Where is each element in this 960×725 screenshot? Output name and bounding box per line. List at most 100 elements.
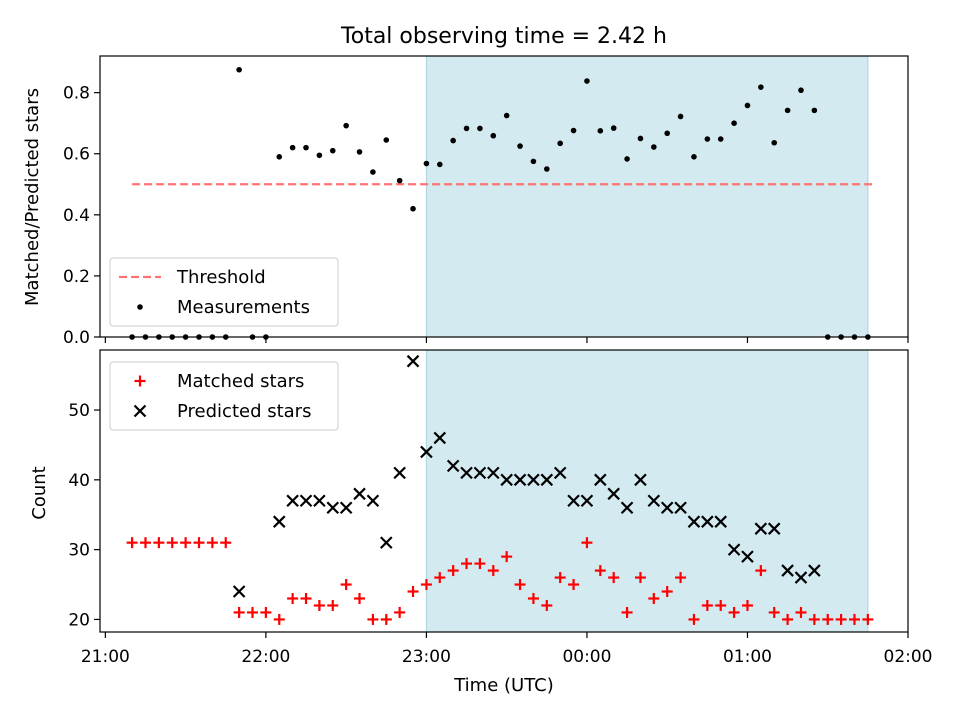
top-observing-window — [426, 56, 868, 337]
top-series-0-point — [651, 144, 657, 150]
top-series-0-point — [503, 112, 510, 119]
bottom-series-1-point — [727, 543, 741, 556]
bottom-series-0-point — [420, 579, 432, 591]
bottom-series-1-point — [580, 494, 594, 508]
bottom-series-0-point — [153, 537, 165, 549]
top-legend-box — [109, 257, 339, 327]
bottom-series-0-point — [139, 537, 151, 549]
bottom-series-1-point-b — [487, 466, 500, 480]
bottom-series-1-point — [299, 494, 313, 508]
top-series-0-point — [383, 137, 390, 143]
top-series-0-point — [798, 87, 804, 94]
bottom-series-1-point-b — [313, 494, 326, 508]
bottom-series-1-point-b — [567, 494, 580, 508]
top-series-0-point — [570, 127, 577, 134]
bottom-legend-label: Predicted stars — [177, 401, 311, 422]
top-series-0-point — [276, 153, 283, 160]
top-series-0-point — [691, 153, 697, 160]
bottom-series-0-point — [608, 572, 620, 584]
top-series-0-point — [610, 125, 617, 131]
bottom-series-0-point — [621, 606, 633, 618]
top-series-0-point — [343, 122, 349, 129]
bottom-series-1-point — [473, 466, 487, 480]
bottom-series-0-point — [594, 565, 606, 577]
bottom-series-1-point-b — [674, 501, 687, 515]
bottom-series-1-point — [808, 564, 821, 577]
top-series-0-point — [717, 136, 724, 142]
bottom-series-1-point — [286, 494, 299, 508]
bottom-series-1-point-b — [232, 585, 246, 598]
bottom-series-1-point — [620, 501, 634, 515]
top-series-0-point — [289, 144, 296, 151]
bottom-series-1-point — [674, 501, 687, 515]
bottom-series-1-point-b — [380, 536, 393, 549]
top-series-0-point — [597, 128, 604, 134]
bottom-series-1-point — [567, 494, 580, 508]
bottom-series-1-point — [393, 466, 406, 480]
bottom-series-0-point — [581, 537, 593, 549]
bottom-series-0-point — [768, 606, 780, 618]
bottom-series-0-point — [822, 613, 834, 625]
bottom-series-0-point — [835, 613, 847, 625]
top-series-0-point — [771, 139, 778, 146]
bottom-legend-box — [109, 361, 339, 431]
top-y-tick-label: 0.0 — [63, 328, 90, 348]
bottom-series-1-point-b — [420, 445, 433, 459]
bottom-series-1-point — [701, 515, 714, 528]
bottom-series-0-point — [273, 613, 285, 625]
bottom-legend-label: Matched stars — [177, 371, 304, 392]
bottom-series-0-point — [260, 606, 272, 618]
x-tick-label: 01:00 — [723, 647, 772, 667]
x-tick-label: 02:00 — [884, 647, 933, 667]
bottom-series-0-point — [755, 565, 767, 577]
bottom-y-tick-label: 20 — [68, 610, 90, 630]
bottom-series-1-point-b — [353, 487, 366, 501]
top-series-0-point — [664, 130, 671, 137]
top-series-0-point — [731, 120, 737, 126]
bottom-series-1-point — [446, 459, 460, 473]
bottom-series-1-point-b — [754, 522, 768, 535]
bottom-series-0-point — [247, 606, 259, 618]
bottom-series-1-point-b — [393, 466, 406, 480]
bottom-series-1-point-b — [513, 473, 527, 487]
bottom-series-1-point-b — [767, 522, 781, 535]
bottom-series-0-point — [193, 537, 205, 549]
top-y-tick-label: 0.6 — [63, 145, 90, 165]
bottom-series-1-point-b — [527, 473, 540, 487]
top-series-0-point — [637, 135, 644, 142]
top-series-0-point — [557, 140, 563, 147]
bottom-series-0-point — [782, 613, 794, 625]
bottom-series-0-point — [394, 606, 406, 618]
bottom-series-1-point — [647, 494, 661, 508]
bottom-series-1-point — [433, 431, 447, 445]
x-tick-label: 22:00 — [241, 647, 290, 667]
bottom-series-1-point-b — [299, 494, 313, 508]
bottom-series-1-point — [487, 466, 500, 480]
bottom-series-1-point — [767, 522, 781, 535]
bottom-series-0-point — [634, 572, 646, 584]
bottom-series-1-point — [741, 550, 754, 563]
bottom-series-0-point — [862, 613, 874, 625]
bottom-series-0-point — [340, 579, 352, 591]
bottom-series-1-point — [500, 473, 513, 487]
top-series-0-point — [370, 169, 376, 175]
bottom-series-1-point-b — [727, 543, 741, 556]
bottom-series-1-point — [460, 466, 473, 480]
bottom-series-0-point — [300, 592, 312, 604]
top-series-0-point — [490, 132, 497, 139]
top-panel: 0.0 0.2 0.4 0.6 0.8 Threshold Measurements — [63, 55, 909, 348]
bottom-series-1-point — [326, 501, 340, 515]
top-series-0-point — [303, 144, 309, 151]
bottom-series-1-point — [540, 473, 554, 487]
top-series-0-point — [423, 160, 430, 167]
top-series-0-point — [704, 136, 711, 142]
bottom-series-0-point — [741, 599, 753, 611]
bottom-series-0-point — [434, 572, 446, 584]
x-tick-label: 23:00 — [402, 647, 451, 667]
bottom-series-1-point-b — [620, 501, 634, 515]
bottom-axes-frame — [99, 349, 909, 633]
bottom-series-1-point-b — [500, 473, 513, 487]
top-series-0-point — [624, 156, 630, 162]
